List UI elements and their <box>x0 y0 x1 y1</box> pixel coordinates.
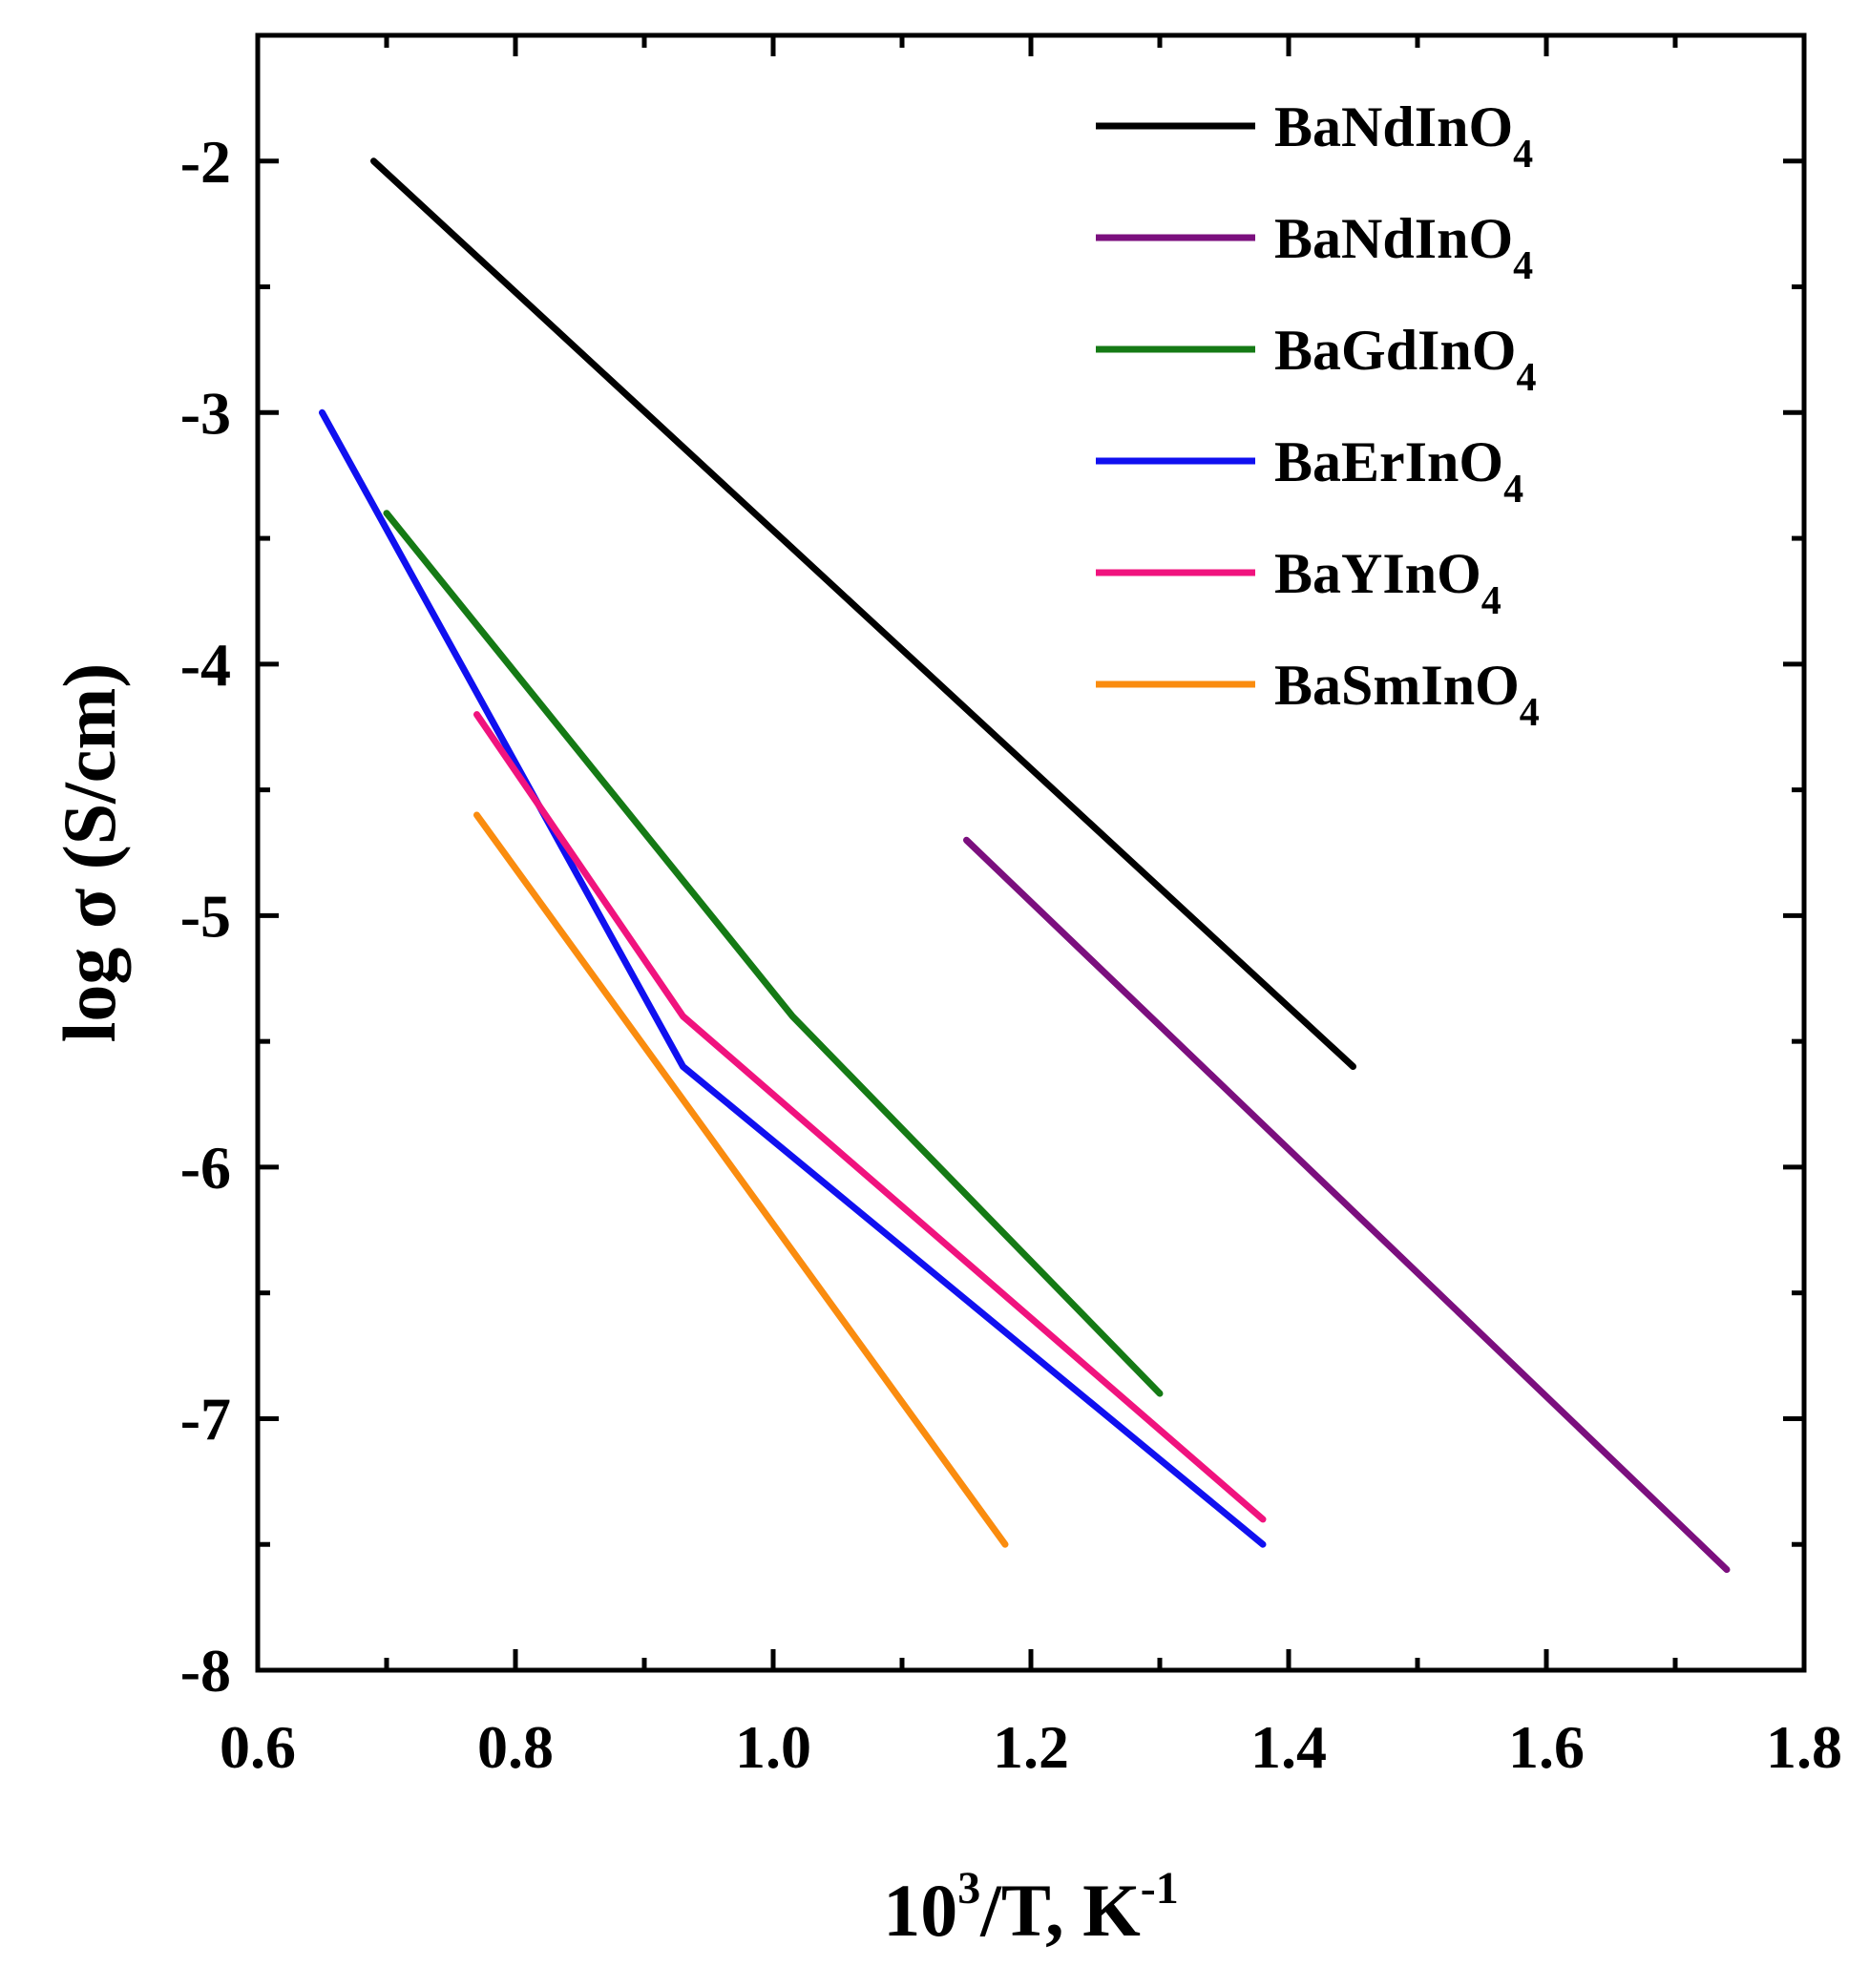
series-line-2 <box>963 836 1731 1574</box>
x-axis-title-sup: 3 <box>957 1863 980 1914</box>
series-line-1 <box>370 157 1356 1070</box>
legend-label-subscript: 4 <box>1513 133 1533 177</box>
legend-label-subscript: 4 <box>1520 691 1540 735</box>
y-tick-label: -3 <box>180 379 231 447</box>
x-tick-label: 1.4 <box>1250 1713 1327 1781</box>
legend-label-main: BaSmInO <box>1274 654 1520 717</box>
x-tick-label: 1.6 <box>1508 1713 1585 1781</box>
legend-label-subscript: 4 <box>1513 244 1533 288</box>
legend-label-subscript: 4 <box>1503 468 1523 512</box>
y-tick-label: -4 <box>180 631 231 699</box>
legend-label-subscript: 4 <box>1481 579 1502 623</box>
legend-label-main: BaNdInO <box>1274 95 1513 158</box>
series-line-3 <box>383 510 1164 1397</box>
y-tick-label: -2 <box>180 128 231 196</box>
x-tick-label: 0.6 <box>220 1713 296 1781</box>
series-layer <box>319 157 1731 1574</box>
x-tick-label: 1.2 <box>993 1713 1069 1781</box>
y-tick-label: -7 <box>180 1385 231 1453</box>
series-line-4 <box>319 408 1267 1548</box>
y-axis-title: log σ (S/cm) <box>48 663 131 1043</box>
legend-label-1: BaNdInO4 <box>1274 95 1533 177</box>
legend-label-3: BaGdInO4 <box>1274 319 1536 400</box>
legend-label-2: BaNdInO4 <box>1274 207 1533 288</box>
x-tick-label: 1.8 <box>1766 1713 1842 1781</box>
axis-ticks: 0.6 0.8 1.0 1.2 1.4 1.6 1.8 -8 -7 -6 -5 -4 -3 -2 <box>180 35 1842 1781</box>
legend-label-subscript: 4 <box>1516 356 1536 400</box>
x-axis-title-base: 10 <box>883 1869 957 1952</box>
x-tick-label: 1.0 <box>735 1713 811 1781</box>
y-tick-label: -8 <box>180 1637 231 1705</box>
x-tick-label: 0.8 <box>477 1713 554 1781</box>
legend-label-main: BaNdInO <box>1274 207 1513 270</box>
series-line-5 <box>473 711 1267 1523</box>
legend-label-main: BaYInO <box>1274 542 1481 605</box>
legend-label-4: BaErInO4 <box>1274 430 1523 512</box>
legend-label-6: BaSmInO4 <box>1274 654 1540 735</box>
legend-label-main: BaErInO <box>1274 430 1503 493</box>
legend-label-main: BaGdInO <box>1274 319 1516 382</box>
series-line-6 <box>473 811 1009 1548</box>
x-axis-title-sup2: -1 <box>1141 1863 1179 1914</box>
y-tick-label: -6 <box>180 1134 231 1202</box>
y-tick-label: -5 <box>180 882 231 950</box>
x-axis-title-rest: /T, K <box>979 1869 1141 1952</box>
x-axis-title: 103/T, K-1 <box>883 1863 1179 1952</box>
axis-titles: 103/T, K-1 log σ (S/cm) <box>48 663 1179 1952</box>
legend: BaNdInO4BaNdInO4BaGdInO4BaErInO4BaYInO4B… <box>1096 95 1540 735</box>
legend-label-5: BaYInO4 <box>1274 542 1502 623</box>
